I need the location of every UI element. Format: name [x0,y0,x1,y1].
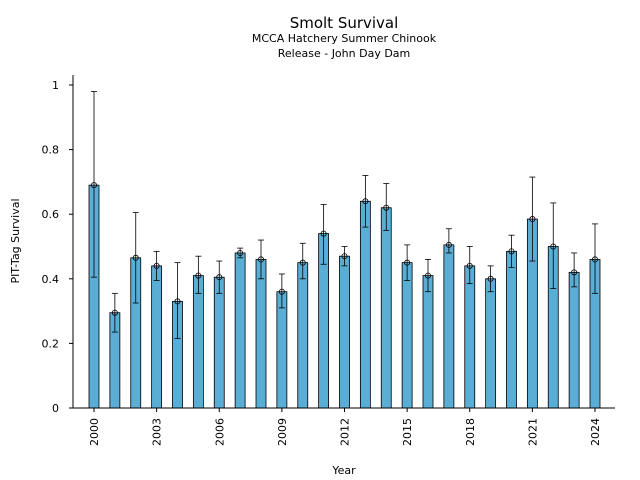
y-tick-label: 0.8 [42,144,60,157]
bar [234,252,246,409]
bar [464,265,476,409]
point-marker [111,309,118,316]
point-marker [550,243,557,250]
x-tick-label: 2015 [401,418,414,446]
point-marker [592,256,599,263]
point-marker [424,272,431,279]
point-marker [278,288,285,295]
y-tick-label: 0.2 [42,337,60,350]
y-axis-label: PIT-Tag Survival [9,198,22,283]
point-marker [320,230,327,237]
x-tick-label: 2012 [339,418,352,446]
point-marker [216,274,223,281]
chart-title: Smolt Survival [290,14,399,32]
bar [443,244,455,409]
x-axis-label: Year [331,464,356,477]
bar [213,276,225,409]
chart-subtitle-line-2: Release - John Day Dam [278,47,411,60]
point-marker [508,248,515,255]
x-tick-label: 2009 [276,418,289,446]
x-tick-label: 2000 [88,418,101,446]
x-tick-label: 2024 [589,418,602,446]
point-marker [153,262,160,269]
bar [339,255,350,409]
plot-area [88,91,601,409]
bar [276,291,288,409]
bar [359,200,371,409]
bar [506,250,517,409]
point-marker [383,204,390,211]
y-tick-label: 0.4 [42,273,60,286]
point-marker [362,198,369,205]
y-tick-label: 0.6 [42,208,60,221]
point-marker [299,259,306,266]
point-marker [404,259,411,266]
point-marker [257,256,264,263]
x-tick-label: 2006 [213,418,226,446]
point-marker [571,269,578,276]
point-marker [487,275,494,282]
point-marker [195,272,202,279]
x-tick-label: 2018 [464,418,477,446]
point-marker [445,241,452,248]
bar [401,262,413,409]
chart-subtitle-line-1: MCCA Hatchery Summer Chinook [252,32,437,45]
bar [380,207,392,409]
bar [568,271,580,409]
y-tick-label: 1 [52,79,59,92]
bar [485,278,497,409]
bar [151,265,163,409]
point-marker [132,254,139,261]
bar [255,259,267,409]
bar [192,275,204,409]
point-marker [237,249,244,256]
bar [297,262,309,409]
bar [422,275,434,409]
point-marker [341,253,348,260]
x-tick-label: 2003 [151,418,164,446]
point-marker [529,216,536,223]
point-marker [466,262,473,269]
y-tick-label: 0 [52,402,59,415]
point-marker [174,298,181,305]
x-tick-label: 2021 [526,418,539,446]
point-marker [91,182,98,189]
